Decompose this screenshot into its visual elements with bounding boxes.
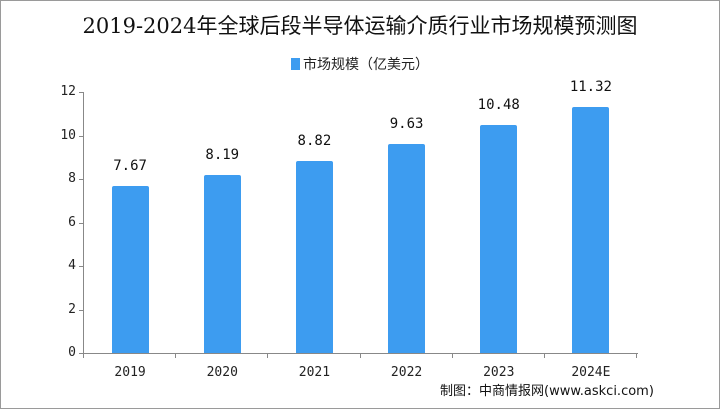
y-tick-label: 8 xyxy=(68,171,76,186)
x-tick xyxy=(543,353,545,358)
value-label: 10.48 xyxy=(477,97,520,114)
x-tick-label: 2021 xyxy=(298,365,331,380)
x-tick xyxy=(175,353,177,358)
x-tick xyxy=(83,353,84,358)
value-label: 8.82 xyxy=(297,133,332,150)
x-tick-label: 2019 xyxy=(114,365,146,380)
bar-2021 xyxy=(295,161,333,353)
value-label: 9.63 xyxy=(389,115,424,132)
x-tick xyxy=(451,353,453,358)
x-tick-label: 2023 xyxy=(483,365,515,380)
bar-2022 xyxy=(388,143,426,353)
y-tick-label: 4 xyxy=(68,258,76,273)
y-tick-label: 12 xyxy=(60,84,76,99)
y-tick xyxy=(79,135,84,137)
y-tick-label: 10 xyxy=(60,127,76,143)
y-tick-label: 6 xyxy=(68,214,76,230)
y-tick xyxy=(79,309,84,311)
value-label: 7.67 xyxy=(113,158,147,175)
legend-label: 市场规模（亿美元） xyxy=(303,57,429,73)
y-tick xyxy=(79,266,84,267)
bar-2019 xyxy=(111,186,149,353)
chart-legend: 市场规模（亿美元） xyxy=(0,54,720,74)
x-tick xyxy=(636,353,637,358)
y-tick xyxy=(79,179,84,180)
x-tick xyxy=(267,353,269,358)
bar-2020 xyxy=(203,174,241,353)
legend-swatch xyxy=(291,58,300,70)
bar-2024E xyxy=(572,106,610,353)
y-tick-label: 0 xyxy=(68,345,76,360)
y-tick xyxy=(79,222,84,224)
x-axis xyxy=(83,353,638,354)
source-note: 制图：中商情报网(www.askci.com) xyxy=(440,384,654,399)
x-tick-label: 2022 xyxy=(390,365,423,380)
value-label: 11.32 xyxy=(569,78,612,95)
chart-title: 2019-2024年全球后段半导体运输介质行业市场规模预测图 xyxy=(82,14,638,38)
x-tick xyxy=(359,353,361,358)
y-tick xyxy=(79,353,84,354)
x-tick-label: 2024E xyxy=(571,365,611,380)
value-label: 8.19 xyxy=(205,146,240,163)
y-tick-label: 2 xyxy=(68,301,76,317)
x-tick-label: 2020 xyxy=(206,365,238,380)
bar-2023 xyxy=(480,125,518,353)
y-tick xyxy=(79,92,84,93)
